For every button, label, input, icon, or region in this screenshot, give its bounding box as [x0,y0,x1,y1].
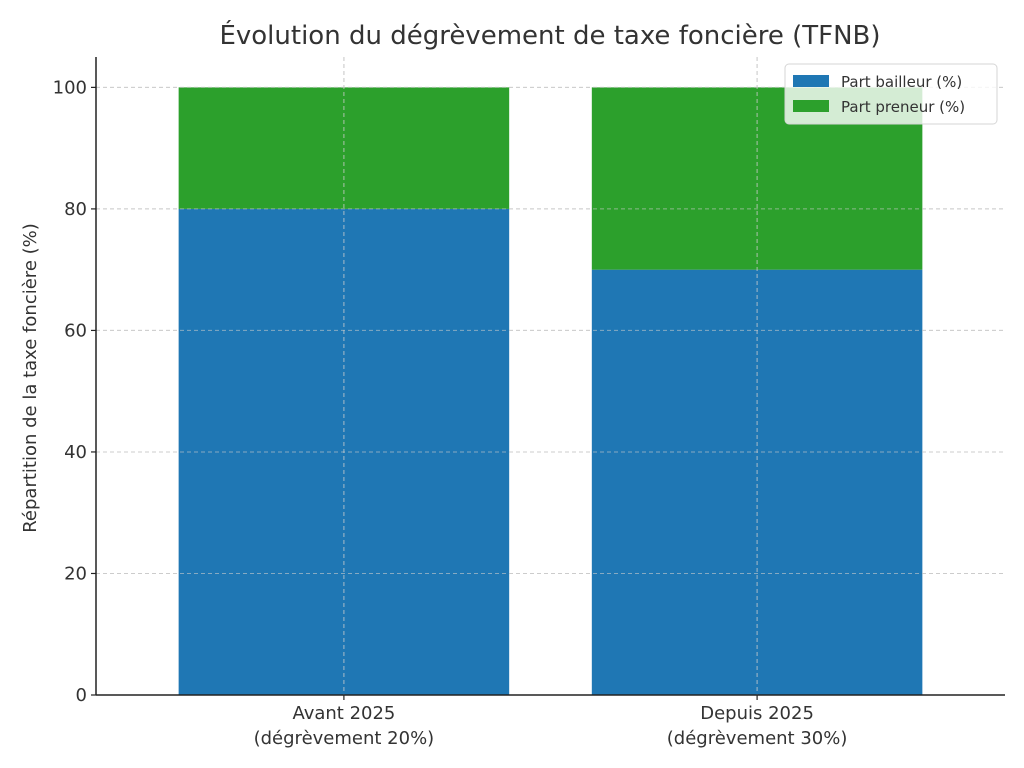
y-tick-label: 80 [64,199,87,220]
y-tick-label: 20 [64,563,87,584]
axes [95,57,1005,696]
bars [96,57,1005,696]
y-tick-label: 40 [64,442,87,463]
legend-box [784,63,998,125]
y-axis-label: Répartition de la taxe foncière (%) [20,223,41,533]
legend-swatch [793,75,829,87]
legend-label: Part preneur (%) [841,98,965,116]
x-category-label: Depuis 2025 [700,703,814,724]
legend: Part bailleur (%) Part preneur (%) [784,63,998,125]
x-category-label: (dégrèvement 30%) [667,728,848,749]
y-tick-label: 0 [76,685,87,706]
ticks: 0 20 40 60 80 100 Avant 2025 (dégrèvement 20%) D… [53,77,848,749]
legend-label: Part bailleur (%) [841,73,962,91]
x-category-label: Avant 2025 [292,703,395,724]
x-category-label: (dégrèvement 20%) [254,728,435,749]
legend-swatch [793,100,829,112]
y-tick-label: 100 [53,77,87,98]
y-tick-label: 60 [64,320,87,341]
chart-title: Évolution du dégrèvement de taxe foncièr… [219,19,880,51]
